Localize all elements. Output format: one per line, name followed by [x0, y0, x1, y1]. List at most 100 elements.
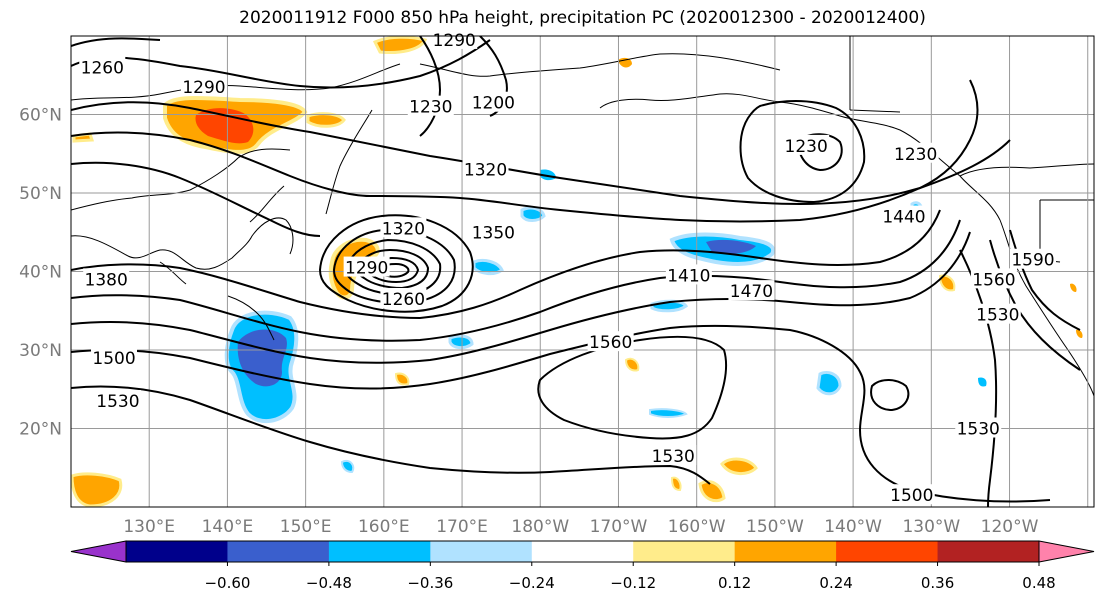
lon-tick-label: 150°W [746, 517, 804, 537]
colorbar-outline [125, 540, 1040, 563]
contour-label: 1530 [96, 392, 139, 412]
lon-tick-label: 180°W [511, 517, 569, 537]
colorbar-tick-label: 0.36 [921, 574, 954, 592]
contour-label: 1260 [81, 58, 124, 78]
lon-tick-label: 170°E [436, 517, 488, 537]
contour-label-bg [380, 217, 427, 238]
colorbar-segment [227, 541, 330, 562]
colorbar-tick-label: 0.24 [819, 574, 852, 592]
contour-label-bg [431, 28, 478, 49]
colorbar: −0.60 −0.48 −0.36 −0.24 −0.12 0.12 0.24 0.36 0.4… [70, 540, 1095, 592]
contour-1380 [71, 161, 321, 237]
contour-1200-gulf-low [798, 133, 843, 172]
contour-1260-north [71, 37, 161, 47]
colorbar-extend-low [70, 540, 127, 563]
colorbar-tick-label: −0.24 [509, 574, 555, 592]
lon-tick-label: 160°W [668, 517, 726, 537]
contour-label: 1560 [972, 270, 1015, 290]
lat-tick-label: 50°N [19, 184, 62, 204]
lat-tick-label: 30°N [19, 341, 62, 361]
lon-tick-label: 120°W [981, 517, 1039, 537]
contour-low-ring-4 [354, 248, 430, 290]
contour-label-bg [407, 95, 454, 116]
contour-label: 1560 [589, 333, 632, 353]
contour-label: 1260 [382, 290, 425, 310]
contour-1440 [71, 219, 961, 342]
colorbar-tick-label: 0.12 [718, 574, 751, 592]
colorbar-segment [126, 541, 228, 562]
lat-tick-label: 60°N [19, 106, 62, 126]
lat-tick-label: 40°N [19, 263, 62, 283]
contour-label: 1290 [433, 31, 476, 51]
contour-label: 1290 [345, 259, 388, 279]
contour-label: 1500 [92, 349, 135, 369]
colorbar-segment [937, 541, 1040, 562]
contour-label-bg [343, 256, 390, 277]
contour-label: 1470 [730, 282, 773, 302]
contour-label: 1410 [667, 266, 710, 286]
lon-tick-label: 140°W [824, 517, 882, 537]
lon-tick-label: 160°E [358, 517, 410, 537]
contour-label-bg [180, 76, 227, 97]
colorbar-segment [836, 541, 939, 562]
lon-tick-label: 150°E [280, 517, 332, 537]
contour-label-bg [665, 264, 712, 285]
contour-label-bg [91, 346, 138, 367]
contour-label: 1290 [182, 78, 225, 98]
contour-1530 [71, 385, 711, 485]
lon-tick-label: 140°E [202, 517, 254, 537]
contour-label: 1500 [890, 486, 933, 506]
contour-label: 1230 [409, 98, 452, 118]
contour-label-bg [94, 390, 141, 411]
contour-label: 1320 [464, 160, 507, 180]
contour-1350 [71, 79, 979, 223]
contour-1470 [71, 231, 971, 364]
contour-label-bg [970, 268, 1017, 289]
contour-label-bg [470, 91, 517, 112]
colorbar-tick-label: −0.60 [204, 574, 250, 592]
contour-label-bg [83, 268, 130, 289]
contour-label: 1440 [882, 208, 925, 228]
contour-label-bg [892, 142, 939, 163]
contour-label: 1230 [894, 145, 937, 165]
contour-label-bg [728, 280, 775, 301]
latitude-axis: 60°N 50°N 40°N 30°N 20°N [19, 106, 62, 440]
contour-low-ring-2 [332, 228, 456, 304]
contour-label: 1530 [957, 420, 1000, 440]
contour-label-bg [888, 484, 935, 505]
contour-low-ring-3 [344, 238, 442, 296]
contour-label-bg [470, 221, 517, 242]
contour-label-bg [462, 158, 509, 179]
contour-label-bg [79, 56, 126, 77]
contour-label-bg [955, 417, 1002, 438]
contour-label: 1200 [472, 94, 515, 114]
colorbar-segment [531, 541, 634, 562]
contour-label-bg [880, 205, 927, 226]
contour-label-bg [650, 444, 697, 465]
contour-label-bg [783, 134, 830, 155]
colorbar-segment [734, 541, 837, 562]
map-title: 2020011912 F000 850 hPa height, precipit… [239, 8, 926, 28]
contour-1500 [71, 324, 1051, 503]
contour-label: 1380 [85, 270, 128, 290]
colorbar-tick-label: −0.12 [610, 574, 656, 592]
positive-anomaly-okhotsk-core [195, 108, 254, 144]
contour-1560-east-high [870, 379, 910, 412]
contour-1320-west [71, 101, 1011, 206]
contour-label: 1590 [1011, 251, 1054, 271]
lon-tick-label: 170°W [590, 517, 648, 537]
contour-label-bg [587, 331, 634, 352]
colorbar-tick-label: −0.48 [306, 574, 352, 592]
contour-label: 1530 [652, 447, 695, 467]
coastlines [71, 36, 1094, 397]
contour-label-bg [1009, 248, 1056, 269]
contour-1560 [537, 335, 728, 440]
map-frame [70, 35, 1095, 508]
contour-label: 1230 [785, 137, 828, 157]
lon-tick-label: 130°E [123, 517, 175, 537]
contour-low-ring-1 [318, 214, 474, 313]
lat-tick-label: 20°N [19, 420, 62, 440]
colorbar-segment [430, 541, 533, 562]
colorbar-tick-label: −0.36 [407, 574, 453, 592]
